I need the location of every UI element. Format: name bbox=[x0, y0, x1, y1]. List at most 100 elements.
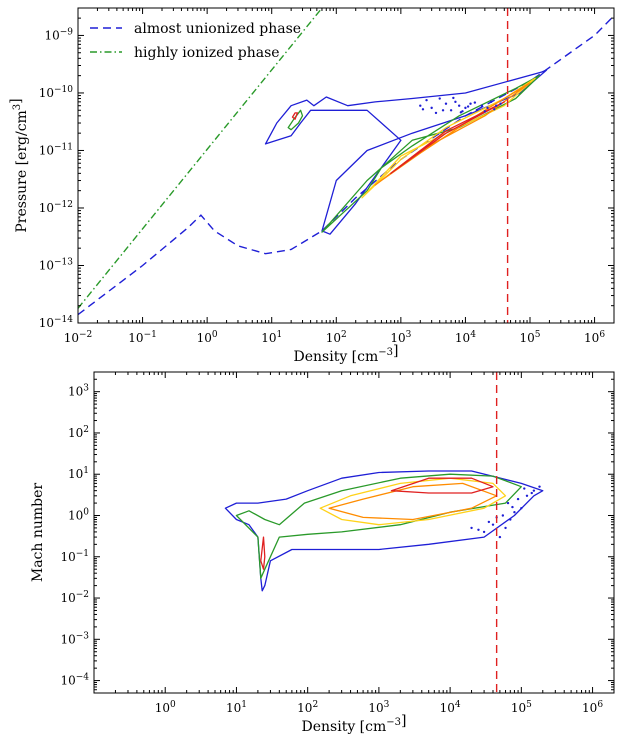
legend-label: almost unionized phase bbox=[134, 21, 301, 37]
x-tick-label: 103 bbox=[368, 700, 389, 715]
legend-label: highly ionized phase bbox=[134, 45, 280, 61]
scatter-point bbox=[501, 514, 505, 517]
scatter-point bbox=[516, 497, 520, 501]
contour-orange-3 bbox=[328, 482, 498, 521]
y-tick-label: 10−12 bbox=[39, 200, 73, 215]
x-axis-title: Density [cm−3] bbox=[294, 343, 399, 365]
contour-green-1 bbox=[287, 109, 304, 131]
scatter-point bbox=[486, 106, 489, 110]
series-line-1 bbox=[78, 15, 614, 316]
x-tick-label: 103 bbox=[390, 330, 411, 345]
y-tick-label: 10−1 bbox=[60, 549, 89, 564]
scatter-point bbox=[504, 526, 507, 530]
scatter-point bbox=[459, 111, 463, 114]
plot-frame bbox=[93, 371, 615, 694]
scatter-point bbox=[419, 104, 422, 107]
scatter-point bbox=[441, 109, 445, 112]
contour-green-1 bbox=[235, 473, 522, 579]
y-tick-label: 10−9 bbox=[44, 27, 73, 42]
scatter-point bbox=[438, 97, 441, 100]
contour-red-5 bbox=[260, 536, 266, 570]
x-tick-label: 105 bbox=[519, 330, 540, 345]
scatter-point bbox=[532, 489, 536, 492]
scatter-point bbox=[483, 110, 487, 113]
scatter-point bbox=[513, 511, 516, 514]
x-tick-label: 10−2 bbox=[64, 330, 93, 345]
scatter-point bbox=[477, 528, 480, 532]
scatter-point bbox=[487, 520, 491, 524]
scatter-point bbox=[523, 487, 526, 490]
scatter-point bbox=[421, 108, 425, 111]
contour-red-4 bbox=[390, 477, 494, 494]
x-tick-label: 102 bbox=[297, 700, 318, 715]
scatter-point bbox=[530, 491, 533, 495]
plot-area bbox=[224, 372, 544, 693]
scatter-point bbox=[491, 523, 495, 526]
x-tick-label: 10−1 bbox=[128, 330, 157, 345]
scatter-point bbox=[464, 106, 467, 110]
y-tick-label: 10−4 bbox=[60, 673, 89, 688]
scatter-point bbox=[499, 102, 502, 105]
plot-frame bbox=[77, 7, 615, 324]
scatter-point bbox=[489, 100, 493, 104]
scatter-point bbox=[425, 98, 428, 102]
y-tick-label: 10−10 bbox=[39, 85, 74, 100]
scatter-point bbox=[480, 104, 484, 107]
scatter-point bbox=[473, 101, 477, 104]
plot-area bbox=[78, 8, 614, 323]
x-tick-label: 106 bbox=[582, 700, 603, 715]
scatter-point bbox=[469, 102, 472, 105]
y-tick-label: 10−3 bbox=[60, 631, 89, 646]
contour-red-5 bbox=[390, 101, 505, 175]
scatter-point bbox=[520, 507, 523, 510]
x-tick-label: 106 bbox=[584, 330, 605, 345]
y-tick-label: 101 bbox=[68, 466, 89, 481]
x-axis-title: Density [cm−3] bbox=[302, 713, 407, 735]
y-axis-title: Pressure [erg/cm3] bbox=[8, 98, 30, 232]
contour-blue-0 bbox=[224, 470, 544, 592]
series-line-0 bbox=[78, 8, 323, 309]
scatter-point bbox=[506, 501, 510, 505]
y-tick-label: 10−2 bbox=[60, 590, 89, 605]
y-tick-label: 102 bbox=[68, 425, 89, 440]
x-tick-label: 105 bbox=[511, 700, 532, 715]
scatter-point bbox=[449, 109, 453, 112]
contour-green-2 bbox=[321, 74, 541, 233]
scatter-point bbox=[457, 104, 461, 107]
contour-yellow-2 bbox=[319, 477, 507, 526]
scatter-point bbox=[470, 526, 473, 530]
x-tick-label: 104 bbox=[455, 330, 476, 345]
scatter-point bbox=[495, 104, 498, 107]
y-axis-title: Mach number bbox=[30, 483, 46, 583]
pressure-density-panel: 10−2 10−1 100 101 102 103 104 105 106 10−14 10−13 1… bbox=[8, 7, 615, 365]
scatter-point bbox=[482, 530, 486, 534]
x-tick-label: 101 bbox=[226, 700, 247, 715]
scatter-point bbox=[434, 111, 438, 115]
y-tick-label: 103 bbox=[68, 384, 89, 399]
scatter-point bbox=[509, 518, 512, 521]
legend: almost unionized phase highly ionized pha… bbox=[90, 21, 301, 61]
scatter-point bbox=[466, 105, 470, 108]
mach-density-panel: 100 101 102 103 104 105 106 10−4 10−3 10−2 10−1 100… bbox=[30, 371, 615, 735]
scatter-point bbox=[493, 108, 496, 111]
scatter-point bbox=[498, 535, 502, 539]
y-tick-label: 10−13 bbox=[39, 257, 74, 272]
x-tick-label: 100 bbox=[197, 330, 218, 345]
contour-red-6 bbox=[291, 112, 299, 120]
x-tick-label: 104 bbox=[440, 700, 461, 715]
scatter-point bbox=[525, 494, 529, 498]
scatter-point bbox=[454, 100, 457, 104]
scatter-point bbox=[452, 96, 455, 100]
scatter-point bbox=[444, 102, 448, 105]
scatter-point bbox=[511, 505, 514, 509]
scatter-point bbox=[475, 109, 478, 112]
scatter-point bbox=[430, 106, 433, 110]
y-tick-label: 100 bbox=[68, 507, 89, 522]
y-tick-label: 10−11 bbox=[39, 142, 73, 157]
scatter-point bbox=[538, 485, 541, 488]
y-tick-label: 10−14 bbox=[39, 315, 74, 330]
x-tick-label: 102 bbox=[326, 330, 347, 345]
x-tick-label: 100 bbox=[155, 700, 176, 715]
x-tick-label: 101 bbox=[261, 330, 282, 345]
